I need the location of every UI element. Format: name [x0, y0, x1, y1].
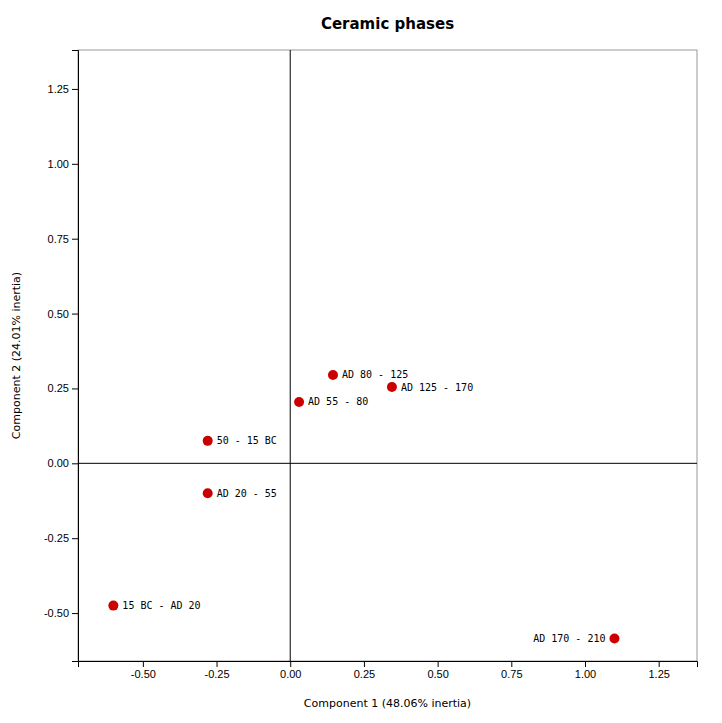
chart: -0.50-0.250.000.250.500.751.001.25-0.50-…: [0, 0, 722, 723]
tick: 1.00: [575, 661, 596, 680]
tick-label: 1.00: [48, 158, 69, 170]
tick-mark: [72, 388, 78, 389]
tick: 0.00: [280, 661, 301, 680]
tick: 1.25: [648, 661, 669, 680]
tick: -0.25: [44, 532, 78, 544]
marks: [78, 50, 697, 661]
tick-mark: [72, 89, 78, 90]
tick-mark: [72, 239, 78, 240]
tick-label: 1.00: [575, 668, 596, 680]
point-label: AD 55 - 80: [308, 396, 368, 407]
tick-mark: [72, 463, 78, 464]
plot-frame: [78, 50, 697, 661]
tick-mark: [438, 661, 439, 667]
point: [203, 436, 213, 446]
point-labels: 15 BC - AD 20 AD 20 - 55 50 - 15 BC AD 55 -…: [122, 369, 605, 644]
tick-mark: [72, 314, 78, 315]
x-axis: -0.50 -0.25 0.00 0.25 0.50 0.75 1.00 1.25: [79, 661, 698, 680]
point: [609, 634, 619, 644]
tick-label: 0.50: [427, 668, 448, 680]
tick-label: -0.25: [204, 668, 229, 680]
tick: -0.50: [44, 607, 78, 619]
zero-line: [290, 50, 291, 661]
y-axis: -0.50 -0.25 0.00 0.25 0.50 0.75 1.00 1.25: [44, 51, 79, 662]
point: [387, 382, 397, 392]
tick-mark: [72, 538, 78, 539]
tick-label: 0.00: [280, 668, 301, 680]
tick-mark: [364, 661, 365, 667]
plot-area: -0.50-0.250.000.250.500.751.001.25-0.50-…: [44, 50, 698, 680]
tick: 1.25: [48, 83, 78, 95]
title: Ceramic phases: [321, 15, 454, 33]
tick-label: -0.25: [44, 532, 69, 544]
point-label: 15 BC - AD 20: [122, 600, 200, 611]
point: [294, 397, 304, 407]
zero-line: [78, 463, 697, 464]
point-label: AD 125 - 170: [401, 382, 473, 393]
axis-line: [79, 662, 698, 668]
point: [203, 488, 213, 498]
tick: 0.00: [48, 457, 78, 469]
tick-label: 1.25: [648, 668, 669, 680]
tick: 0.50: [427, 661, 448, 680]
tick: 0.25: [354, 661, 375, 680]
tick: 1.00: [48, 158, 78, 170]
tick: 0.25: [48, 382, 78, 394]
tick: 0.75: [48, 233, 78, 245]
tick: 0.50: [48, 308, 78, 320]
point-label: AD 80 - 125: [342, 369, 408, 380]
point: [108, 601, 118, 611]
tick-mark: [72, 613, 78, 614]
point-label: 50 - 15 BC: [217, 435, 277, 446]
point-label: AD 170 - 210: [533, 633, 605, 644]
axis-line: [72, 51, 79, 662]
tick-label: 0.75: [48, 233, 69, 245]
point-label: AD 20 - 55: [217, 488, 277, 499]
tick-mark: [659, 661, 660, 667]
tick-label: 0.75: [501, 668, 522, 680]
y-axis-title: Component 2 (24.01% inertia): [10, 272, 23, 439]
tick: -0.50: [131, 661, 156, 680]
tick: -0.25: [204, 661, 229, 680]
tick-mark: [143, 661, 144, 667]
tick-label: -0.50: [131, 668, 156, 680]
tick-mark: [290, 661, 291, 667]
tick-mark: [511, 661, 512, 667]
tick-mark: [217, 661, 218, 667]
tick-label: -0.50: [44, 607, 69, 619]
tick-label: 0.50: [48, 308, 69, 320]
tick-label: 0.25: [354, 668, 375, 680]
tick-label: 0.00: [48, 457, 69, 469]
tick-mark: [72, 164, 78, 165]
tick-label: 0.25: [48, 382, 69, 394]
tick-mark: [585, 661, 586, 667]
tick-label: 1.25: [48, 83, 69, 95]
point: [328, 370, 338, 380]
tick: 0.75: [501, 661, 522, 680]
x-axis-title: Component 1 (48.06% inertia): [304, 697, 471, 710]
